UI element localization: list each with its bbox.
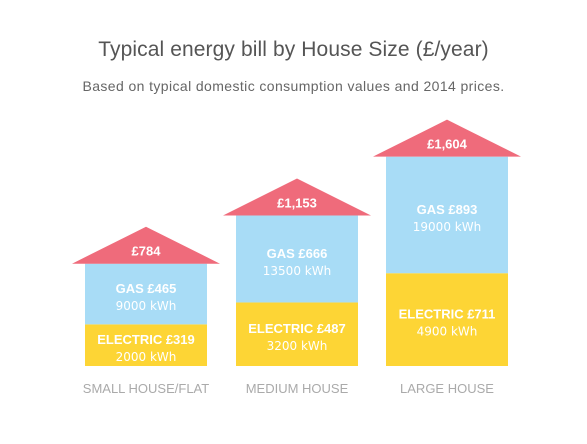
- category-label: MEDIUM HOUSE: [246, 381, 349, 396]
- electric-label: ELECTRIC £711: [399, 307, 496, 322]
- gas-consumption-label: 9000 kWh: [116, 299, 177, 313]
- gas-label: GAS £465: [116, 281, 177, 296]
- chart-subtitle: Based on typical domestic consumption va…: [82, 78, 505, 94]
- chart-title: Typical energy bill by House Size (£/yea…: [98, 38, 489, 61]
- electric-consumption-label: 4900 kWh: [417, 325, 478, 339]
- gas-bar-segment: [85, 263, 207, 325]
- roof-total-marker: [72, 226, 220, 264]
- roof-total-marker: [223, 178, 371, 216]
- total-label: £1,604: [427, 137, 468, 152]
- total-label: £1,153: [277, 196, 317, 211]
- gas-label: GAS £666: [267, 246, 328, 261]
- electric-label: ELECTRIC £319: [97, 332, 195, 347]
- gas-bar-segment: [386, 156, 508, 274]
- electric-bar-segment: [85, 324, 207, 366]
- roof-total-marker: [373, 119, 521, 157]
- gas-label: GAS £893: [417, 202, 478, 217]
- gas-bar-segment: [236, 215, 358, 303]
- electric-consumption-label: 2000 kWh: [116, 350, 177, 364]
- gas-consumption-label: 19000 kWh: [413, 220, 481, 234]
- electric-label: ELECTRIC £487: [248, 321, 346, 336]
- gas-consumption-label: 13500 kWh: [263, 264, 331, 278]
- total-label: £784: [132, 244, 162, 259]
- electric-consumption-label: 3200 kWh: [267, 339, 328, 353]
- category-label: SMALL HOUSE/FLAT: [83, 381, 209, 396]
- electric-bar-segment: [236, 302, 358, 366]
- electric-bar-segment: [386, 273, 508, 366]
- category-label: LARGE HOUSE: [400, 381, 494, 396]
